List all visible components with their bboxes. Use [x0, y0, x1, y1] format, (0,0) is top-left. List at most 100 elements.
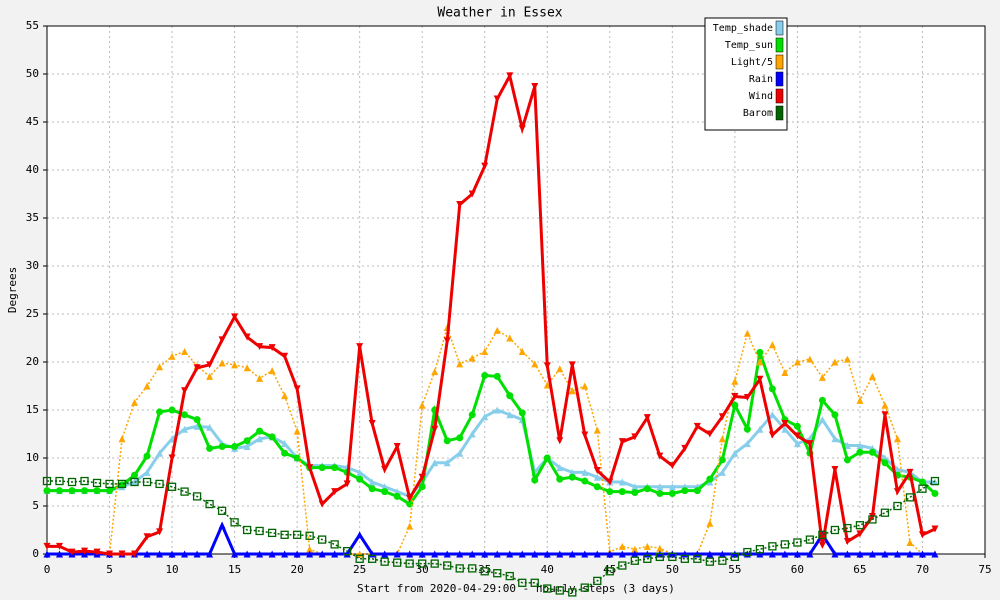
point — [393, 558, 402, 567]
point — [243, 333, 251, 341]
point — [780, 540, 790, 549]
point — [443, 561, 452, 570]
point — [481, 347, 489, 355]
point — [868, 372, 876, 380]
point — [505, 571, 514, 581]
point — [718, 550, 726, 558]
point — [181, 347, 189, 355]
point — [581, 468, 589, 476]
point — [506, 392, 514, 400]
point — [405, 559, 414, 568]
point — [693, 422, 701, 430]
point — [356, 468, 364, 476]
y-tick-label: 10 — [26, 451, 39, 464]
point — [481, 371, 489, 379]
point — [393, 442, 401, 450]
point — [781, 550, 789, 558]
point — [56, 487, 64, 495]
point — [543, 584, 552, 593]
point — [356, 343, 364, 351]
point — [356, 531, 364, 539]
point — [268, 550, 276, 558]
point — [706, 550, 714, 558]
point — [743, 547, 752, 557]
point — [518, 347, 526, 355]
point — [131, 478, 139, 486]
point — [655, 552, 664, 562]
point — [581, 550, 589, 558]
point — [531, 360, 539, 368]
x-tick-label: 75 — [978, 563, 991, 576]
point — [406, 522, 414, 530]
point — [768, 542, 777, 551]
point — [931, 490, 939, 498]
x-tick-label: 15 — [228, 563, 241, 576]
point — [468, 430, 476, 438]
point — [68, 548, 76, 556]
point — [80, 476, 89, 486]
point — [181, 550, 189, 558]
point — [406, 494, 414, 502]
point — [856, 530, 864, 538]
point — [455, 564, 464, 573]
legend-swatch — [775, 105, 784, 121]
point — [256, 427, 264, 435]
y-tick-label: 25 — [26, 307, 39, 320]
point — [668, 490, 676, 498]
point — [181, 411, 189, 419]
point — [231, 550, 239, 558]
x-tick-label: 5 — [106, 563, 113, 576]
point — [217, 506, 227, 515]
point — [418, 559, 427, 568]
point — [530, 578, 539, 587]
x-tick-label: 65 — [853, 563, 866, 576]
point — [806, 550, 814, 558]
point — [818, 416, 826, 424]
point — [468, 354, 476, 362]
point — [131, 550, 139, 558]
point — [506, 411, 514, 419]
point — [493, 95, 501, 103]
point — [443, 437, 451, 445]
point — [781, 369, 789, 377]
point — [468, 411, 476, 419]
point — [881, 459, 889, 467]
point — [893, 435, 901, 443]
point — [593, 473, 601, 481]
point — [856, 550, 864, 558]
y-tick-label: 20 — [26, 355, 39, 368]
point — [305, 531, 314, 540]
point — [268, 344, 276, 352]
point — [317, 535, 327, 544]
point — [193, 422, 201, 430]
point — [331, 550, 339, 558]
point — [543, 454, 551, 462]
point — [418, 550, 426, 558]
point — [718, 413, 726, 421]
x-tick-label: 30 — [416, 563, 429, 576]
point — [143, 468, 151, 476]
point — [743, 440, 751, 448]
point — [881, 550, 889, 558]
point — [42, 476, 52, 486]
legend-label: Barom — [743, 108, 773, 119]
point — [568, 473, 576, 481]
point — [856, 396, 864, 404]
series-line — [47, 480, 936, 594]
point — [706, 519, 714, 527]
point — [156, 528, 164, 536]
point — [218, 336, 226, 344]
chart-title: Weather in Essex — [437, 6, 562, 21]
point — [67, 477, 77, 487]
point — [705, 557, 715, 566]
plot-area — [47, 26, 985, 554]
point — [493, 372, 501, 380]
point — [843, 538, 851, 546]
point — [243, 437, 251, 445]
point — [556, 365, 564, 373]
point — [293, 550, 301, 558]
point — [931, 478, 939, 486]
point — [843, 550, 851, 558]
point — [168, 550, 176, 558]
point — [618, 542, 626, 550]
